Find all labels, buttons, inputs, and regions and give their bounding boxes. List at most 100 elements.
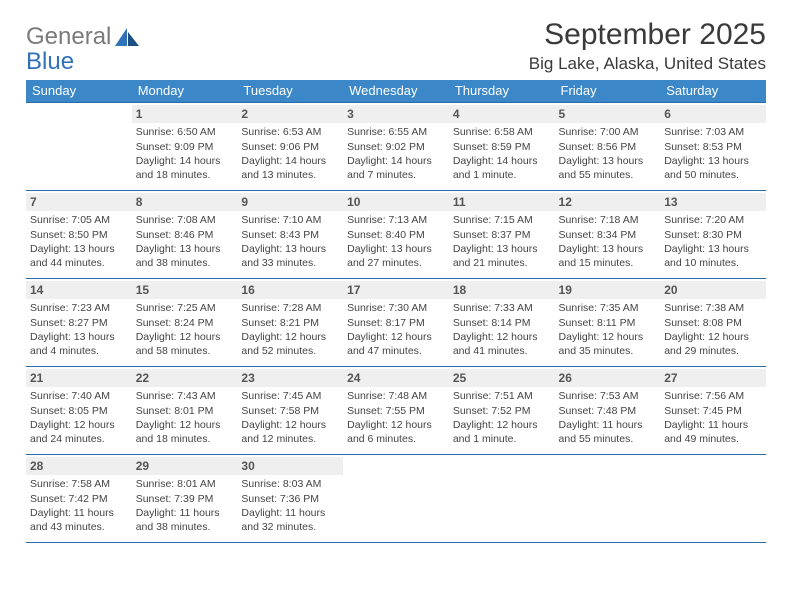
day-number: 7: [26, 193, 132, 211]
calendar-day-cell: 20Sunrise: 7:38 AMSunset: 8:08 PMDayligh…: [660, 279, 766, 367]
weekday-header: Saturday: [660, 80, 766, 103]
daylight-line: Daylight: 12 hours and 47 minutes.: [347, 331, 432, 357]
sunset-line: Sunset: 8:53 PM: [664, 141, 742, 153]
daylight-line: Daylight: 13 hours and 55 minutes.: [559, 155, 644, 181]
calendar-week-row: 7 Sunrise: 7:05 AMSunset: 8:50 PMDaylight…: [26, 191, 766, 279]
calendar-day-cell: 12Sunrise: 7:18 AMSunset: 8:34 PMDayligh…: [555, 191, 661, 279]
daylight-line: Daylight: 14 hours and 13 minutes.: [241, 155, 326, 181]
sunset-line: Sunset: 8:05 PM: [30, 405, 108, 417]
day-info: Sunrise: 7:15 AMSunset: 8:37 PMDaylight:…: [453, 213, 551, 270]
day-number: 27: [660, 369, 766, 387]
sunrise-line: Sunrise: 7:43 AM: [136, 390, 216, 402]
logo-text: General Blue: [26, 24, 111, 74]
daylight-line: Daylight: 12 hours and 58 minutes.: [136, 331, 221, 357]
daylight-line: Daylight: 12 hours and 41 minutes.: [453, 331, 538, 357]
calendar-day-cell: 18 Sunrise: 7:33 AMSunset: 8:14 PMDayligh…: [449, 279, 555, 367]
weekday-header: Monday: [132, 80, 238, 103]
sunrise-line: Sunrise: 7:30 AM: [347, 302, 427, 314]
day-number: 21: [26, 369, 132, 387]
day-info: Sunrise: 6:50 AMSunset: 9:09 PMDaylight:…: [136, 125, 234, 182]
sunset-line: Sunset: 8:14 PM: [453, 317, 531, 329]
daylight-line: Daylight: 12 hours and 6 minutes.: [347, 419, 432, 445]
day-number: 29: [132, 457, 238, 475]
daylight-line: Daylight: 13 hours and 21 minutes.: [453, 243, 538, 269]
weekday-header: Wednesday: [343, 80, 449, 103]
day-number: 5: [555, 105, 661, 123]
daylight-line: Daylight: 12 hours and 12 minutes.: [241, 419, 326, 445]
daylight-line: Daylight: 13 hours and 10 minutes.: [664, 243, 749, 269]
day-info: Sunrise: 7:00 AMSunset: 8:56 PMDaylight:…: [559, 125, 657, 182]
day-info: Sunrise: 6:53 AMSunset: 9:06 PMDaylight:…: [241, 125, 339, 182]
calendar-day-cell: [26, 103, 132, 191]
daylight-line: Daylight: 14 hours and 18 minutes.: [136, 155, 221, 181]
day-info: Sunrise: 7:08 AMSunset: 8:46 PMDaylight:…: [136, 213, 234, 270]
calendar-day-cell: 9Sunrise: 7:10 AMSunset: 8:43 PMDaylight…: [237, 191, 343, 279]
sunrise-line: Sunrise: 6:55 AM: [347, 126, 427, 138]
sunset-line: Sunset: 8:59 PM: [453, 141, 531, 153]
sunrise-line: Sunrise: 6:58 AM: [453, 126, 533, 138]
logo-word-general: General: [26, 23, 111, 50]
day-number: 23: [237, 369, 343, 387]
calendar-day-cell: 6Sunrise: 7:03 AMSunset: 8:53 PMDaylight…: [660, 103, 766, 191]
day-info: Sunrise: 7:48 AMSunset: 7:55 PMDaylight:…: [347, 389, 445, 446]
calendar-day-cell: [449, 455, 555, 543]
calendar-day-cell: 17Sunrise: 7:30 AMSunset: 8:17 PMDayligh…: [343, 279, 449, 367]
day-number: 10: [343, 193, 449, 211]
calendar-day-cell: [343, 455, 449, 543]
sunrise-line: Sunrise: 7:25 AM: [136, 302, 216, 314]
daylight-line: Daylight: 12 hours and 24 minutes.: [30, 419, 115, 445]
sunset-line: Sunset: 7:42 PM: [30, 493, 108, 505]
daylight-line: Daylight: 11 hours and 49 minutes.: [664, 419, 748, 445]
day-info: Sunrise: 6:55 AMSunset: 9:02 PMDaylight:…: [347, 125, 445, 182]
day-info: Sunrise: 7:05 AMSunset: 8:50 PMDaylight:…: [30, 213, 128, 270]
calendar-day-cell: 8Sunrise: 7:08 AMSunset: 8:46 PMDaylight…: [132, 191, 238, 279]
weekday-header: Thursday: [449, 80, 555, 103]
sunset-line: Sunset: 8:56 PM: [559, 141, 637, 153]
day-number: 12: [555, 193, 661, 211]
calendar-page: General Blue September 2025 Big Lake, Al…: [0, 0, 792, 543]
day-number: 18: [449, 281, 555, 299]
day-number: 20: [660, 281, 766, 299]
calendar-week-row: 21Sunrise: 7:40 AMSunset: 8:05 PMDayligh…: [26, 367, 766, 455]
day-number: 24: [343, 369, 449, 387]
calendar-day-cell: [555, 455, 661, 543]
logo-word-blue: Blue: [26, 48, 74, 75]
sunset-line: Sunset: 8:01 PM: [136, 405, 214, 417]
sunset-line: Sunset: 7:39 PM: [136, 493, 214, 505]
sunset-line: Sunset: 9:09 PM: [136, 141, 214, 153]
day-info: Sunrise: 7:23 AMSunset: 8:27 PMDaylight:…: [30, 301, 128, 358]
day-number: 6: [660, 105, 766, 123]
sunset-line: Sunset: 7:36 PM: [241, 493, 319, 505]
calendar-day-cell: 4Sunrise: 6:58 AMSunset: 8:59 PMDaylight…: [449, 103, 555, 191]
sunrise-line: Sunrise: 7:05 AM: [30, 214, 110, 226]
sunrise-line: Sunrise: 7:38 AM: [664, 302, 744, 314]
daylight-line: Daylight: 13 hours and 44 minutes.: [30, 243, 115, 269]
daylight-line: Daylight: 13 hours and 27 minutes.: [347, 243, 432, 269]
calendar-day-cell: 19Sunrise: 7:35 AMSunset: 8:11 PMDayligh…: [555, 279, 661, 367]
sunrise-line: Sunrise: 7:08 AM: [136, 214, 216, 226]
sunset-line: Sunset: 8:08 PM: [664, 317, 742, 329]
daylight-line: Daylight: 12 hours and 35 minutes.: [559, 331, 644, 357]
sunrise-line: Sunrise: 7:28 AM: [241, 302, 321, 314]
day-info: Sunrise: 7:53 AMSunset: 7:48 PMDaylight:…: [559, 389, 657, 446]
calendar-day-cell: 16Sunrise: 7:28 AMSunset: 8:21 PMDayligh…: [237, 279, 343, 367]
day-info: Sunrise: 7:33 AMSunset: 8:14 PMDaylight:…: [453, 301, 551, 358]
calendar-table: SundayMondayTuesdayWednesdayThursdayFrid…: [26, 80, 766, 543]
calendar-day-cell: 26Sunrise: 7:53 AMSunset: 7:48 PMDayligh…: [555, 367, 661, 455]
day-number: 9: [237, 193, 343, 211]
day-number: 1: [132, 105, 238, 123]
sunrise-line: Sunrise: 7:20 AM: [664, 214, 744, 226]
day-number: 11: [449, 193, 555, 211]
calendar-header-row: SundayMondayTuesdayWednesdayThursdayFrid…: [26, 80, 766, 103]
day-info: Sunrise: 7:56 AMSunset: 7:45 PMDaylight:…: [664, 389, 762, 446]
calendar-day-cell: [660, 455, 766, 543]
day-info: Sunrise: 7:35 AMSunset: 8:11 PMDaylight:…: [559, 301, 657, 358]
month-title: September 2025: [529, 18, 766, 52]
day-info: Sunrise: 7:43 AMSunset: 8:01 PMDaylight:…: [136, 389, 234, 446]
location-subtitle: Big Lake, Alaska, United States: [529, 54, 766, 74]
sunrise-line: Sunrise: 7:23 AM: [30, 302, 110, 314]
sunset-line: Sunset: 8:37 PM: [453, 229, 531, 241]
sunrise-line: Sunrise: 7:13 AM: [347, 214, 427, 226]
sunset-line: Sunset: 8:43 PM: [241, 229, 319, 241]
day-number: 3: [343, 105, 449, 123]
